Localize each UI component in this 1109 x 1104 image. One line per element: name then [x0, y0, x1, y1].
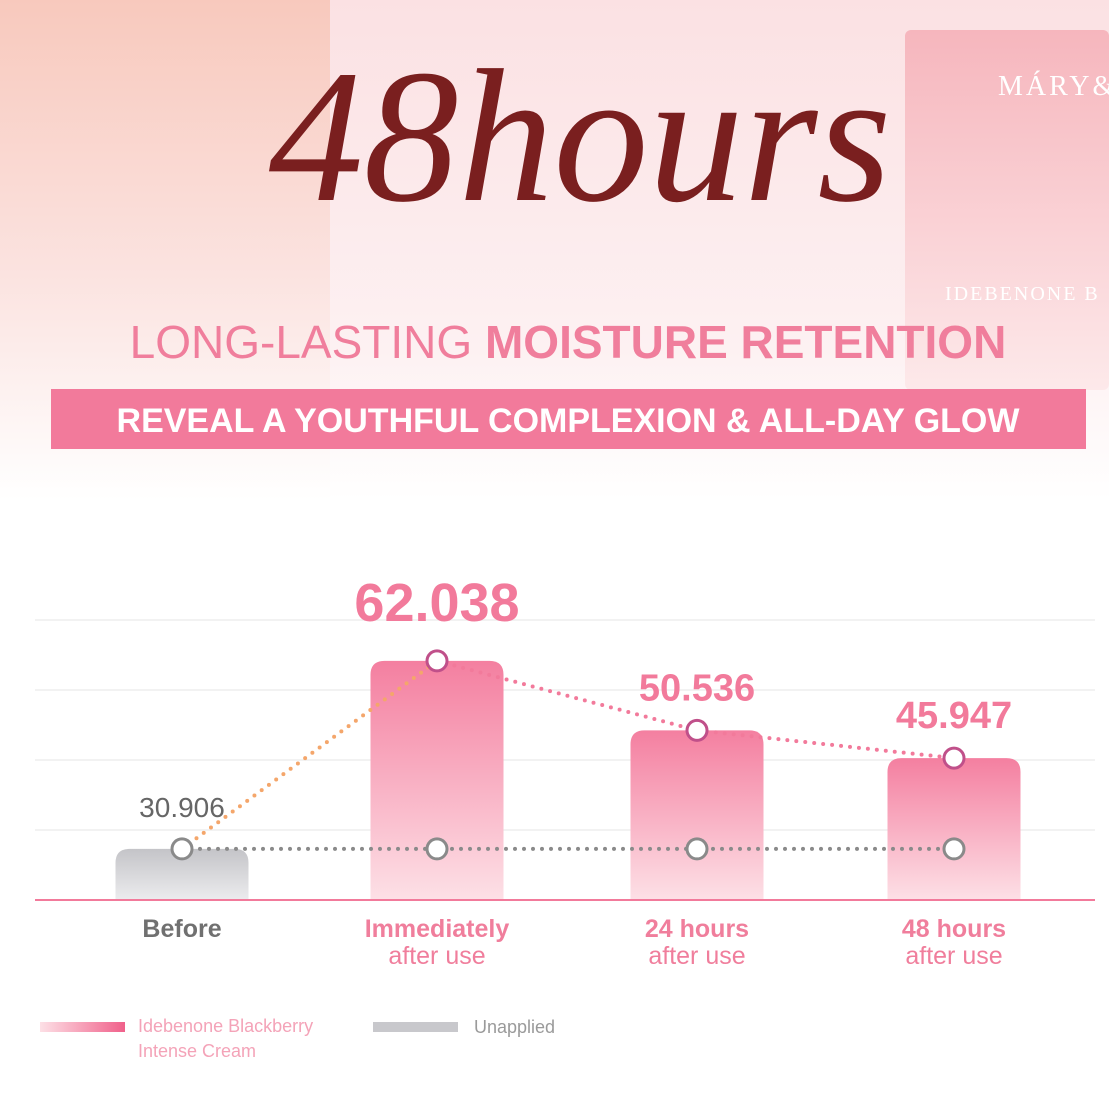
x-tick-sublabel: after use — [648, 942, 745, 970]
legend-label: Idebenone Blackberry Intense Cream — [138, 1016, 314, 1061]
subtitle-light: LONG-LASTING — [130, 316, 473, 368]
point — [942, 837, 966, 861]
product-brand: MÁRY& — [998, 71, 1109, 102]
data-label: 45.947 — [896, 695, 1012, 737]
point — [685, 837, 709, 861]
subtitle-bold: MOISTURE RETENTION — [485, 316, 1006, 368]
x-tick-label: 24 hours — [645, 915, 749, 943]
title: 48hours — [269, 32, 892, 242]
data-label: 50.536 — [639, 667, 755, 709]
bar — [115, 848, 249, 900]
legend-label: Unapplied — [474, 1017, 555, 1037]
legend-label-box: Idebenone Blackberry Intense Cream — [138, 1016, 314, 1061]
point — [685, 718, 709, 742]
bars — [115, 660, 1021, 900]
point — [170, 837, 194, 861]
point — [942, 746, 966, 770]
subtitle: LONG-LASTING MOISTURE RETENTION — [130, 316, 1007, 368]
banner — [51, 389, 1086, 449]
bar — [630, 730, 764, 900]
point — [425, 837, 449, 861]
connector — [180, 658, 439, 851]
product-name: IDEBENONE B — [945, 283, 1100, 305]
point — [425, 649, 449, 673]
product-box — [905, 30, 1109, 390]
legend-swatch — [373, 1022, 458, 1032]
bar — [370, 660, 504, 900]
legend: Idebenone Blackberry Intense Cream Unappl… — [40, 1016, 555, 1061]
x-tick-sublabel: after use — [905, 942, 1002, 970]
x-tick-sublabel: after use — [388, 942, 485, 970]
legend-swatch — [40, 1022, 125, 1032]
x-tick-label: Before — [142, 915, 221, 943]
lines — [170, 649, 966, 861]
banner-text: REVEAL A YOUTHFUL COMPLEXION & ALL-DAY G… — [117, 402, 1021, 440]
x-tick-label: 48 hours — [902, 915, 1006, 943]
bar — [887, 758, 1021, 900]
data-label: 62.038 — [354, 573, 519, 633]
x-tick-label: Immediately — [365, 915, 510, 943]
data-label: 30.906 — [139, 792, 225, 823]
